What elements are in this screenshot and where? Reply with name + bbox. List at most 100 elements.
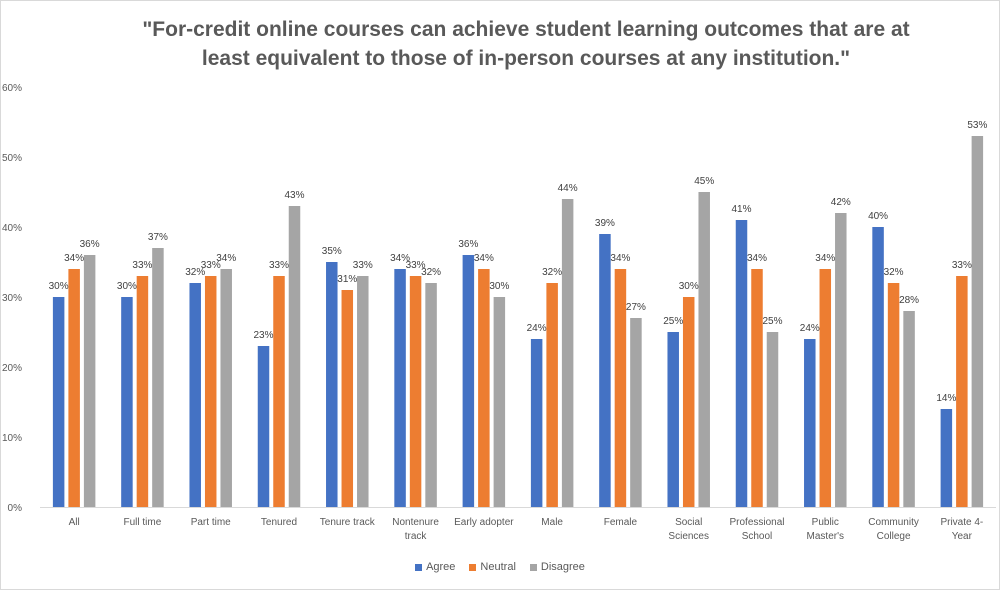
data-label: 44%: [558, 183, 578, 194]
x-tick-label: track: [405, 531, 428, 542]
bar-agree: [326, 262, 338, 507]
y-tick-label: 40%: [2, 223, 22, 234]
bar-neutral: [887, 283, 900, 507]
x-tick-label: Tenured: [261, 517, 297, 528]
data-label: 43%: [284, 190, 304, 201]
bar-disagree: [835, 213, 847, 507]
data-label: 34%: [474, 253, 494, 264]
legend-swatch: [529, 563, 537, 571]
data-label: 30%: [49, 281, 69, 292]
data-label: 30%: [679, 281, 699, 292]
data-label: 24%: [527, 323, 547, 334]
bar-agree: [872, 227, 884, 507]
bar-neutral: [273, 276, 285, 507]
y-tick-label: 60%: [2, 83, 22, 94]
data-label: 28%: [899, 295, 919, 306]
x-tick-label: Professional: [729, 517, 784, 528]
bar-agree: [667, 332, 679, 507]
x-tick-label: School: [742, 531, 773, 542]
x-tick-label: Female: [604, 517, 638, 528]
y-tick-label: 20%: [2, 363, 22, 374]
bar-agree: [394, 269, 406, 507]
data-label: 32%: [542, 267, 562, 278]
bar-agree: [257, 346, 270, 507]
bar-neutral: [546, 283, 558, 507]
bar-disagree: [630, 318, 642, 507]
bar-agree: [804, 339, 816, 507]
data-label: 35%: [322, 246, 342, 257]
data-label: 23%: [253, 330, 273, 341]
data-label: 34%: [216, 253, 236, 264]
legend-swatch: [415, 563, 423, 571]
data-label: 33%: [201, 260, 221, 271]
bar-disagree: [425, 283, 437, 507]
bar-agree: [121, 297, 133, 507]
x-tick-label: Part time: [191, 517, 231, 528]
bar-neutral: [341, 290, 354, 507]
bar-neutral: [819, 269, 832, 507]
bar-agree: [52, 297, 65, 507]
bar-disagree: [561, 199, 574, 507]
bar-disagree: [83, 255, 96, 507]
data-label: 40%: [868, 211, 888, 222]
data-label: 34%: [390, 253, 410, 264]
data-label: 27%: [626, 302, 646, 313]
x-tick-label: Private 4-: [940, 517, 983, 528]
data-label: 34%: [610, 253, 630, 264]
bar-disagree: [971, 136, 984, 507]
x-tick-label: Tenure track: [320, 517, 376, 528]
data-label: 41%: [731, 204, 751, 215]
x-tick-label: Social: [675, 517, 702, 528]
data-label: 25%: [663, 316, 683, 327]
legend-item-disagree: Disagree: [529, 561, 585, 573]
bar-disagree: [288, 206, 301, 507]
data-label: 33%: [952, 260, 972, 271]
x-tick-label: Master's: [807, 531, 844, 542]
bar-neutral: [614, 269, 627, 507]
bar-neutral: [136, 276, 149, 507]
x-tick-label: Year: [952, 531, 973, 542]
y-tick-label: 30%: [2, 293, 22, 304]
data-label: 24%: [800, 323, 820, 334]
bar-neutral: [751, 269, 763, 507]
data-label: 30%: [489, 281, 509, 292]
y-tick-label: 0%: [8, 503, 23, 514]
bar-agree: [462, 255, 475, 507]
chart-legend: Agree Neutral Disagree: [0, 561, 1000, 573]
bar-agree: [189, 283, 201, 507]
data-label: 34%: [64, 253, 84, 264]
data-label: 32%: [185, 267, 205, 278]
data-label: 33%: [353, 260, 373, 271]
legend-label: Disagree: [540, 561, 585, 573]
legend-item-neutral: Neutral: [469, 561, 516, 573]
chart-title-line-2: least equivalent to those of in-person c…: [201, 47, 851, 70]
legend-label: Agree: [426, 561, 456, 573]
bar-neutral: [956, 276, 968, 507]
legend-item-agree: Agree: [415, 561, 455, 573]
data-label: 32%: [884, 267, 904, 278]
data-label: 37%: [148, 232, 168, 243]
legend-swatch: [469, 563, 477, 571]
data-label: 31%: [337, 274, 357, 285]
data-label: 39%: [595, 218, 615, 229]
bar-disagree: [220, 269, 232, 507]
x-tick-label: Male: [541, 517, 563, 528]
x-tick-label: Full time: [124, 517, 162, 528]
data-label: 45%: [694, 176, 714, 187]
bar-disagree: [766, 332, 779, 507]
data-label: 14%: [936, 393, 956, 404]
data-label: 25%: [762, 316, 782, 327]
data-label: 36%: [80, 239, 100, 250]
bar-disagree: [493, 297, 506, 507]
bar-neutral: [409, 276, 422, 507]
x-tick-label: College: [877, 531, 911, 542]
chart-title-line-1: "For-credit online courses can achieve s…: [142, 18, 910, 41]
bar-agree: [599, 234, 611, 507]
x-tick-label: Community: [868, 517, 919, 528]
x-tick-label: Early adopter: [454, 517, 514, 528]
bar-neutral: [682, 297, 695, 507]
x-tick-label: Sciences: [668, 531, 709, 542]
bar-agree: [735, 220, 748, 507]
bar-disagree: [152, 248, 164, 507]
